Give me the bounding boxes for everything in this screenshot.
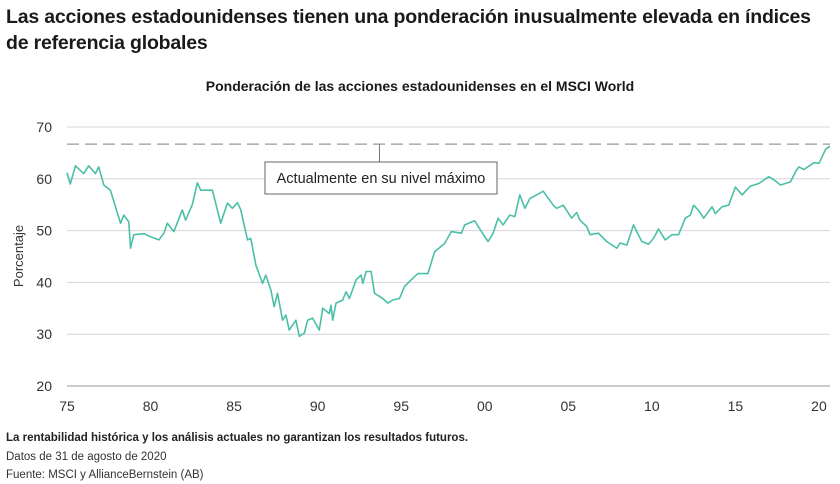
y-axis-label: Porcentaje (11, 225, 26, 287)
y-tick-label: 30 (36, 326, 52, 342)
x-tick-label: 95 (393, 398, 409, 414)
annotation-text: Actualmente en su nivel máximo (277, 171, 486, 187)
annotation-box (264, 161, 498, 195)
x-tick-label: 75 (59, 398, 75, 414)
series-line-us-weight (66, 145, 831, 338)
y-tick-label: 50 (36, 223, 52, 239)
y-tick-label: 60 (36, 171, 52, 187)
x-tick-label: 20 (811, 398, 827, 414)
x-tick-label: 85 (226, 398, 242, 414)
x-tick-label: 90 (310, 398, 326, 414)
x-tick-label: 10 (644, 398, 660, 414)
y-tick-label: 40 (36, 274, 52, 290)
x-tick-label: 05 (561, 398, 577, 414)
x-tick-label: 15 (728, 398, 744, 414)
x-tick-label: 80 (143, 398, 159, 414)
chart-title: Ponderación de las acciones estadouniden… (205, 78, 635, 94)
date-note: Datos de 31 de agosto de 2020 (6, 451, 167, 463)
y-tick-label: 20 (36, 378, 52, 394)
source-note: Fuente: MSCI y AllianceBernstein (AB) (6, 469, 204, 481)
x-tick-label: 00 (477, 398, 493, 414)
y-tick-label: 70 (36, 119, 52, 135)
disclaimer: La rentabilidad histórica y los análisis… (6, 432, 469, 444)
page-title: Las acciones estadounidenses tienen una … (6, 6, 811, 54)
